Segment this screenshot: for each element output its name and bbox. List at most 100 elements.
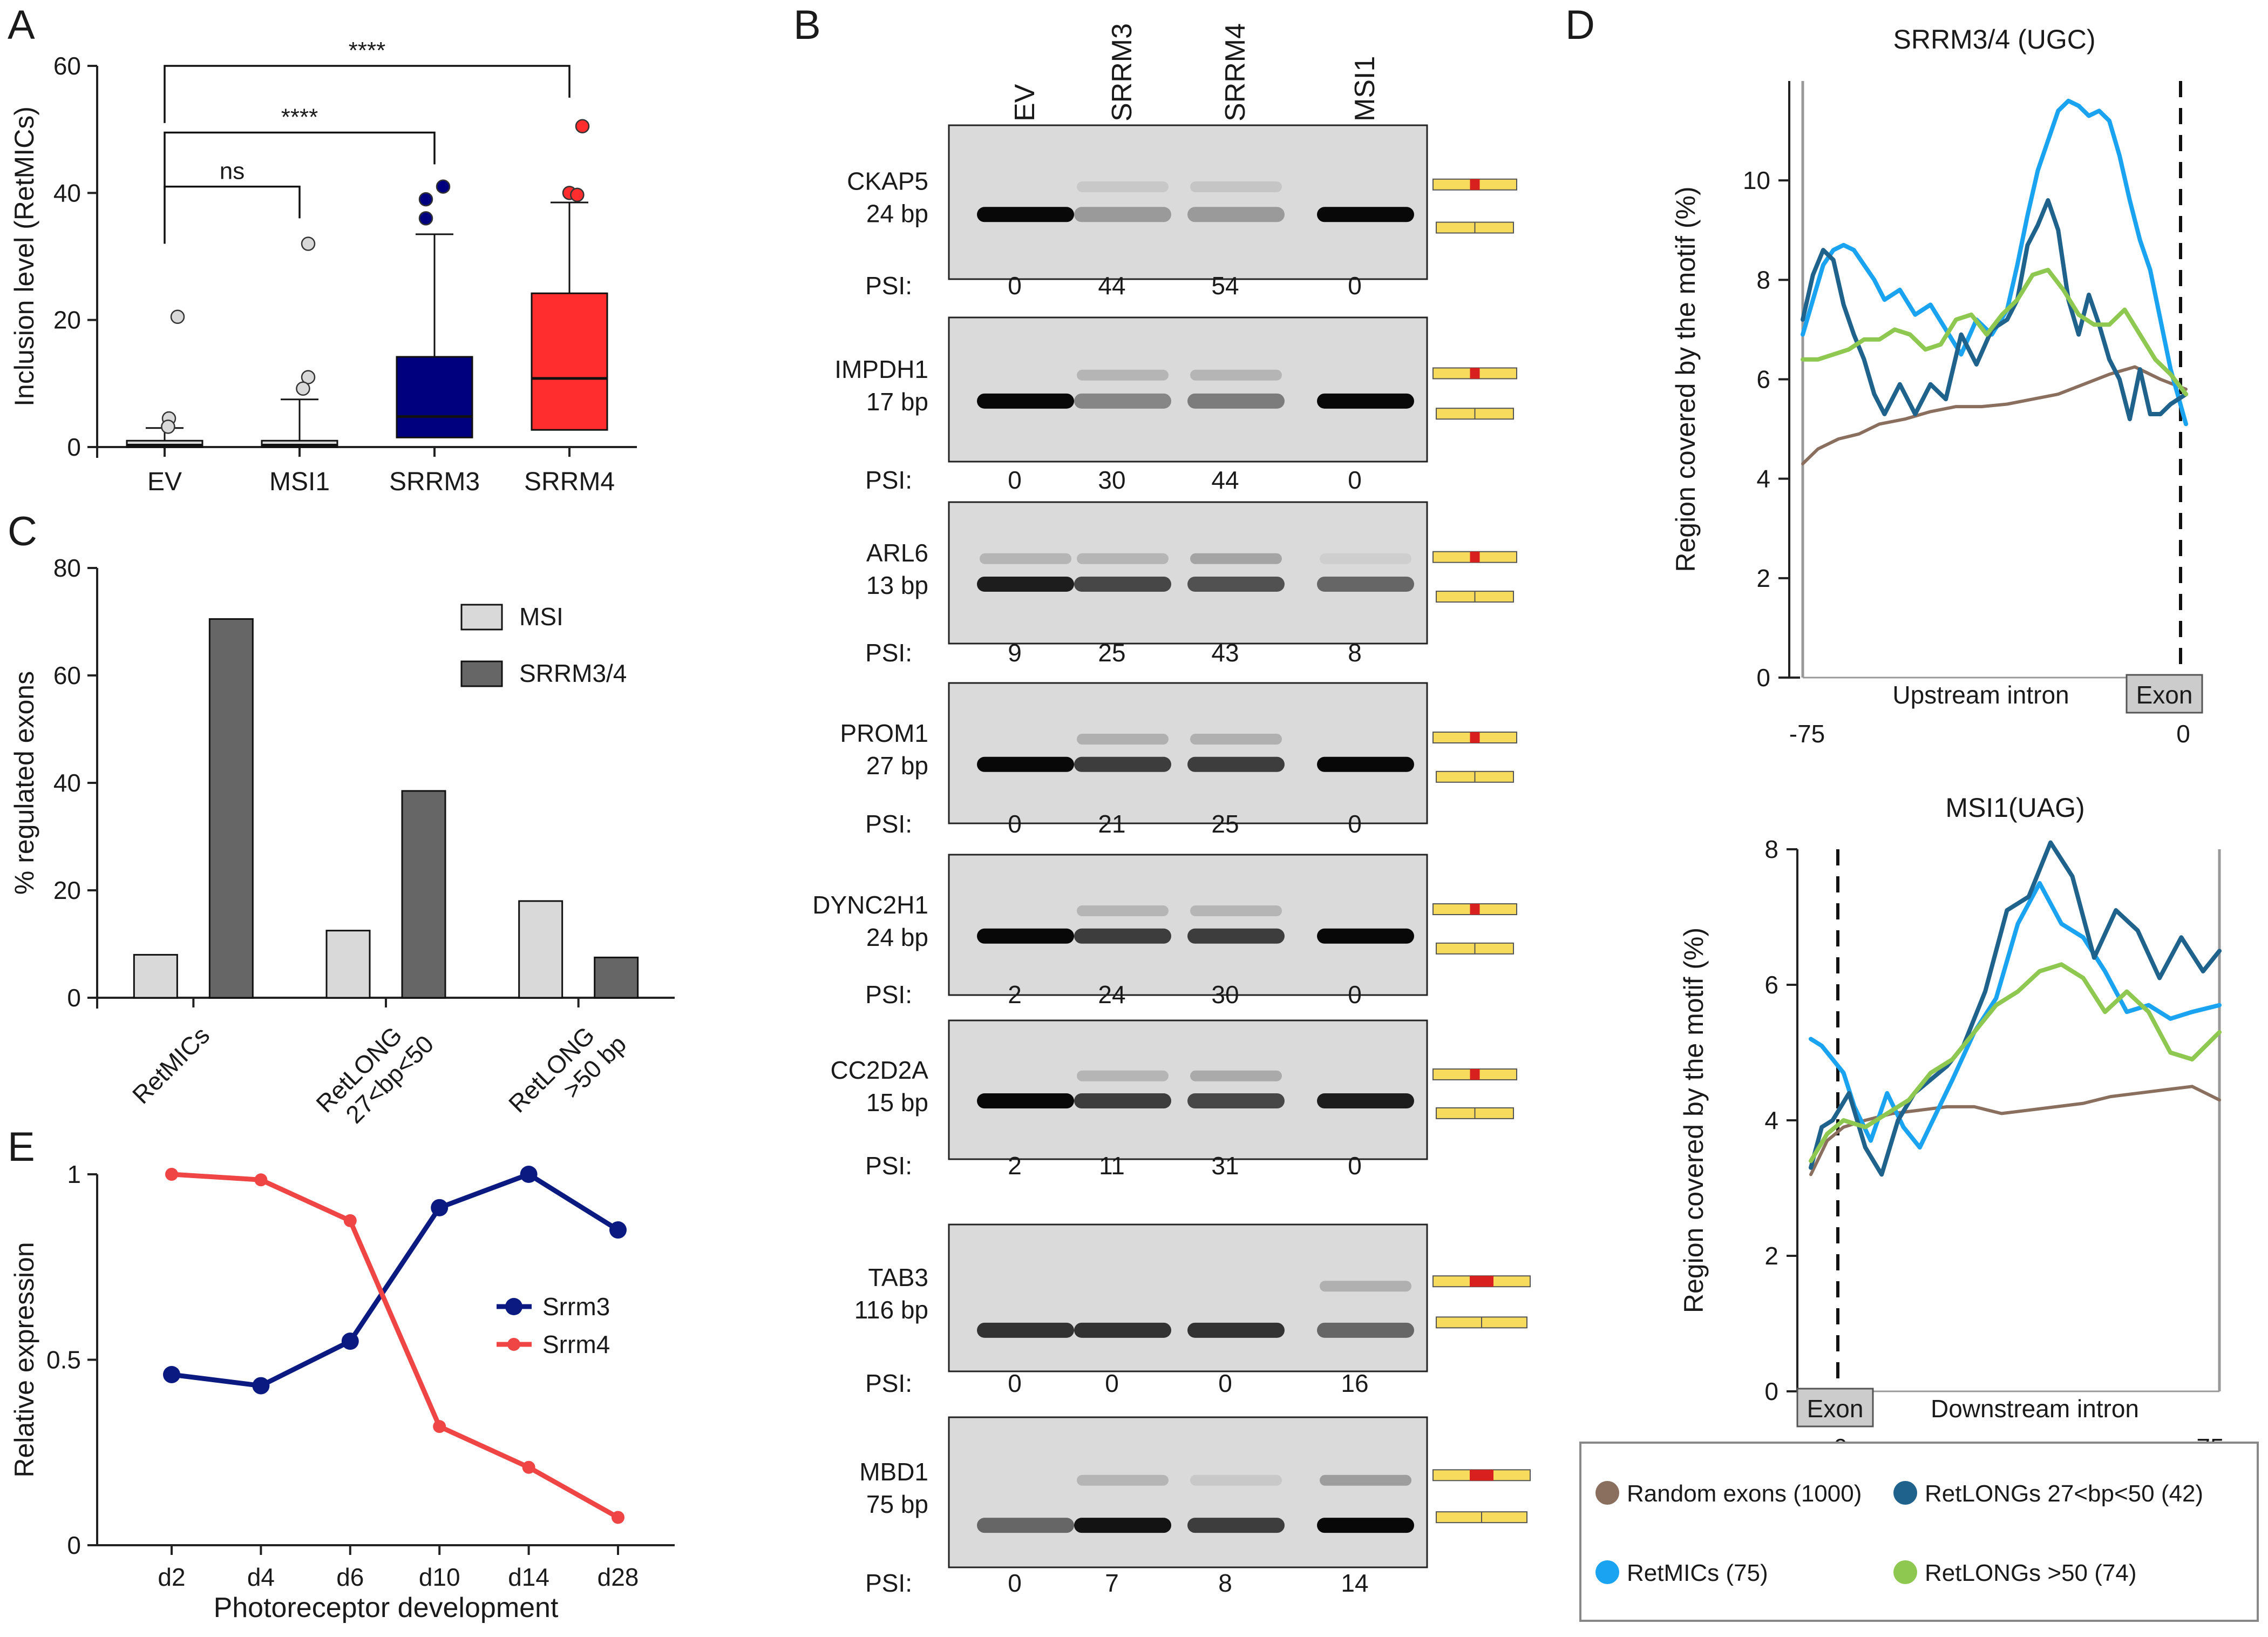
- y-tick-label: 60: [53, 661, 81, 689]
- legend-marker: [507, 1338, 520, 1351]
- y-tick-label: 0.5: [46, 1346, 81, 1374]
- x-tick-label: 0: [2176, 720, 2190, 748]
- psi-value: 44: [1098, 272, 1125, 300]
- panel-letter-c: C: [8, 509, 37, 554]
- panel-b-gels: EV SRRM3 SRRM4 MSI1 CKAP5 24 bp PSI: 0 44 54 0 IMPD…: [812, 23, 1531, 1597]
- gene-name: CKAP5: [847, 167, 928, 195]
- gel-band-lower: [1074, 393, 1171, 409]
- gel-band-upper: [1077, 905, 1169, 916]
- gene-name: ARL6: [866, 539, 928, 567]
- psi-value: 25: [1211, 810, 1239, 838]
- lane-label: SRRM4: [1220, 23, 1251, 121]
- box: [396, 356, 473, 438]
- profile-line: [1801, 98, 2188, 427]
- psi-value: 2: [1008, 1152, 1022, 1180]
- x-tick-label: d6: [336, 1563, 364, 1591]
- x-tick-label: RetLONG>50 bp: [503, 1010, 631, 1138]
- gene-name: MBD1: [859, 1458, 928, 1486]
- psi-label: PSI:: [865, 980, 912, 1009]
- series-line-srrm3: [171, 1172, 620, 1389]
- psi-value: 2: [1008, 980, 1022, 1009]
- legend-label: RetLONGs >50 (74): [1925, 1560, 2137, 1586]
- gel-band-upper: [1077, 369, 1169, 381]
- exon-size: 13 bp: [866, 571, 928, 599]
- exon-box: [2126, 674, 2203, 714]
- x-tick-label: d4: [247, 1563, 275, 1591]
- profile-line: [1801, 198, 2188, 422]
- x-axis-label: Photoreceptor development: [214, 1592, 559, 1624]
- gel-band-lower: [1317, 576, 1414, 592]
- gel-band-lower: [1187, 756, 1285, 772]
- x-tick-label-line: RetMICs: [127, 1021, 215, 1109]
- legend-marker: [505, 1298, 522, 1315]
- gel-band-upper: [1190, 181, 1282, 192]
- psi-value: 0: [1348, 466, 1362, 494]
- microexon-red: [1470, 1068, 1480, 1080]
- lane-label: SRRM3: [1106, 23, 1138, 121]
- gene-name: DYNC2H1: [812, 891, 928, 919]
- exon-size: 27 bp: [866, 752, 928, 780]
- gel-band-lower: [1317, 756, 1414, 772]
- data-point-srrm3: [520, 1166, 538, 1183]
- panel-letter-e: E: [8, 1124, 35, 1170]
- y-axis-label: Region covered by the motif (%): [1679, 928, 1709, 1313]
- outlier-point: [575, 119, 590, 134]
- bar-srrm34: [401, 790, 446, 999]
- psi-value: 0: [1008, 810, 1022, 838]
- gel-band-lower: [1187, 207, 1285, 222]
- y-tick-label: 60: [53, 52, 81, 80]
- significance-label: ****: [281, 104, 318, 131]
- panel-d-msi-profile: MSI1(UAG) 0 2 4 6 8 Region covered by the moti…: [1679, 793, 2224, 1462]
- outlier-point: [296, 381, 310, 396]
- gel-band-lower: [1187, 928, 1285, 944]
- psi-value: 14: [1341, 1569, 1368, 1597]
- x-axis-label: Upstream intron: [1892, 681, 2069, 709]
- data-point-srrm4: [522, 1460, 535, 1474]
- y-tick-label: 0: [1764, 1377, 1778, 1405]
- y-axis-label: Inclusion level (RetMICs): [9, 106, 39, 407]
- y-tick-label: 0: [1756, 664, 1770, 692]
- gel-band-lower: [977, 393, 1074, 409]
- exon-size: 24 bp: [866, 923, 928, 951]
- gel-band-upper: [1320, 1281, 1411, 1292]
- psi-value: 44: [1211, 466, 1239, 494]
- gel-band-lower: [977, 207, 1074, 222]
- psi-label: PSI:: [865, 810, 912, 838]
- gene-name: IMPDH1: [834, 355, 928, 383]
- microexon-red: [1470, 179, 1480, 190]
- outlier-point: [436, 179, 451, 194]
- psi-label: PSI:: [865, 1569, 912, 1597]
- psi-label: PSI:: [865, 466, 912, 494]
- gel-image: [948, 682, 1428, 824]
- y-tick-label: 40: [53, 769, 81, 797]
- gel-band-upper: [1190, 1070, 1282, 1081]
- psi-value: 8: [1218, 1569, 1232, 1597]
- significance-label: ****: [349, 37, 386, 64]
- profile-line: [1809, 840, 2222, 1177]
- data-point-srrm3: [609, 1221, 627, 1239]
- panel-letter-a: A: [8, 2, 35, 48]
- profile-line: [1809, 962, 2222, 1164]
- microexon-red: [1470, 904, 1480, 915]
- chart-title: SRRM3/4 (UGC): [1893, 24, 2095, 55]
- legend-swatch: [1893, 1481, 1917, 1505]
- outlier-point: [170, 309, 185, 324]
- panel-d-legend: Random exons (1000) RetLONGs 27<bp<50 (42…: [1579, 1442, 2259, 1622]
- psi-value: 0: [1348, 980, 1362, 1009]
- gel-band-lower: [1317, 393, 1414, 409]
- legend-swatch: [1595, 1481, 1619, 1505]
- outlier-point: [301, 370, 316, 384]
- y-tick-label: 6: [1756, 366, 1770, 394]
- psi-value: 0: [1008, 272, 1022, 300]
- bar-msi: [133, 953, 178, 999]
- microexon-red: [1470, 1470, 1493, 1481]
- x-tick-label: d10: [419, 1563, 460, 1591]
- gel-image: [948, 1223, 1428, 1372]
- y-tick-label: 20: [53, 306, 81, 334]
- legend-label: Srrm4: [542, 1330, 610, 1358]
- gel-band-lower: [1074, 1518, 1171, 1533]
- panel-e-linechart: 0 0.5 1 Relative expression Photoreceptor de…: [9, 1160, 675, 1624]
- legend-swatch: [1595, 1560, 1619, 1584]
- psi-label: PSI:: [865, 272, 912, 300]
